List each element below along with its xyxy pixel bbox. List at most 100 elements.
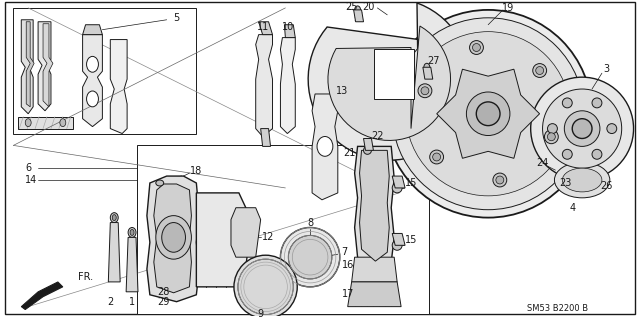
Text: 3: 3 (604, 64, 610, 74)
Ellipse shape (406, 32, 570, 196)
Ellipse shape (317, 137, 333, 156)
Text: 7: 7 (342, 247, 348, 257)
Ellipse shape (496, 176, 504, 184)
Polygon shape (354, 10, 364, 22)
Ellipse shape (472, 44, 481, 51)
Text: 9: 9 (257, 308, 264, 319)
Ellipse shape (86, 56, 99, 72)
Ellipse shape (429, 150, 444, 164)
Polygon shape (260, 129, 271, 146)
Polygon shape (21, 20, 33, 114)
Polygon shape (13, 8, 196, 134)
Ellipse shape (60, 119, 66, 127)
Polygon shape (284, 25, 295, 38)
Ellipse shape (547, 133, 556, 141)
Polygon shape (108, 223, 120, 282)
Text: 8: 8 (307, 218, 313, 227)
Ellipse shape (536, 67, 543, 74)
Ellipse shape (554, 162, 610, 198)
Ellipse shape (392, 240, 402, 250)
Ellipse shape (234, 255, 297, 318)
Ellipse shape (493, 173, 507, 187)
Text: 17: 17 (342, 289, 354, 299)
Ellipse shape (572, 119, 592, 138)
Ellipse shape (543, 89, 621, 168)
Ellipse shape (563, 168, 602, 192)
Ellipse shape (130, 229, 134, 235)
Polygon shape (328, 26, 451, 140)
Polygon shape (392, 234, 405, 245)
Ellipse shape (531, 77, 634, 180)
Text: 21: 21 (344, 148, 356, 158)
Text: 14: 14 (25, 175, 38, 185)
Ellipse shape (476, 102, 500, 126)
Ellipse shape (162, 223, 186, 252)
Ellipse shape (110, 213, 118, 223)
Polygon shape (355, 146, 394, 272)
Ellipse shape (418, 84, 432, 98)
Polygon shape (19, 117, 73, 129)
Polygon shape (351, 257, 397, 282)
Ellipse shape (592, 149, 602, 159)
Text: 29: 29 (157, 297, 170, 307)
Polygon shape (423, 67, 433, 79)
Polygon shape (196, 193, 249, 287)
Polygon shape (308, 3, 470, 160)
Ellipse shape (392, 183, 402, 193)
Text: 22: 22 (371, 130, 383, 140)
Polygon shape (348, 282, 401, 307)
Polygon shape (83, 25, 102, 35)
Text: 27: 27 (428, 56, 440, 66)
Ellipse shape (156, 180, 164, 186)
Ellipse shape (280, 227, 340, 287)
Ellipse shape (433, 153, 440, 161)
Polygon shape (231, 208, 260, 257)
Ellipse shape (238, 259, 293, 315)
Ellipse shape (424, 63, 430, 71)
Text: 12: 12 (262, 233, 275, 242)
Polygon shape (259, 22, 273, 35)
Text: 23: 23 (559, 178, 572, 188)
Text: 26: 26 (601, 181, 613, 191)
Polygon shape (256, 35, 273, 137)
Text: 25: 25 (346, 2, 358, 12)
Text: 13: 13 (335, 86, 348, 96)
Polygon shape (280, 38, 295, 134)
Ellipse shape (25, 119, 31, 127)
Text: 10: 10 (282, 22, 294, 32)
Text: 18: 18 (190, 166, 202, 176)
Ellipse shape (467, 92, 510, 136)
Polygon shape (110, 40, 127, 134)
Text: 2: 2 (107, 297, 113, 307)
Text: SM53 B2200 B: SM53 B2200 B (527, 304, 588, 313)
Ellipse shape (86, 91, 99, 107)
Polygon shape (312, 94, 338, 200)
Polygon shape (21, 282, 63, 310)
Ellipse shape (470, 41, 483, 55)
Polygon shape (126, 237, 138, 292)
Polygon shape (147, 176, 199, 302)
Ellipse shape (421, 87, 429, 95)
Ellipse shape (289, 235, 332, 279)
Ellipse shape (156, 216, 191, 259)
Polygon shape (374, 49, 414, 99)
Ellipse shape (607, 124, 617, 134)
Polygon shape (38, 22, 51, 111)
Text: 4: 4 (569, 203, 575, 213)
Ellipse shape (547, 124, 557, 134)
Ellipse shape (128, 227, 136, 237)
Polygon shape (6, 2, 634, 314)
Ellipse shape (532, 63, 547, 78)
Polygon shape (137, 145, 429, 314)
Ellipse shape (392, 18, 584, 210)
Text: 5: 5 (173, 13, 180, 23)
Text: 28: 28 (157, 287, 170, 297)
Text: 6: 6 (25, 163, 31, 173)
Polygon shape (436, 69, 540, 158)
Ellipse shape (112, 215, 116, 220)
Text: 16: 16 (342, 260, 354, 270)
Polygon shape (392, 176, 405, 188)
Text: 24: 24 (536, 158, 548, 168)
Text: 11: 11 (257, 22, 269, 32)
Ellipse shape (563, 98, 572, 108)
